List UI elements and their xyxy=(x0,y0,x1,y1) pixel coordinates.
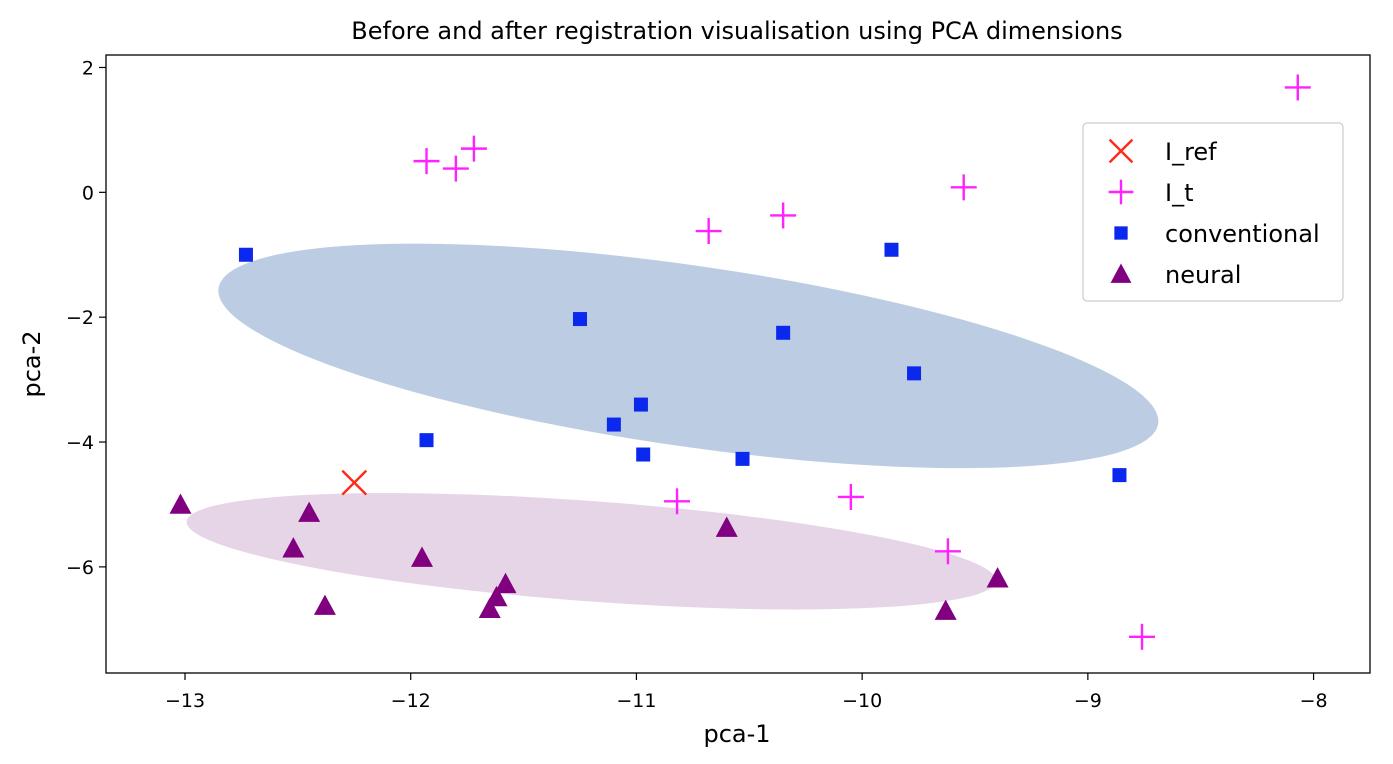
legend-label-i-t: I_t xyxy=(1165,179,1194,207)
point-conventional-0 xyxy=(238,247,253,262)
point-conventional-6 xyxy=(606,417,621,432)
point-i-t-0 xyxy=(413,148,440,175)
point-conventional-1 xyxy=(573,312,587,327)
x-axis-ticks: −13 −12 −11 −10 −9 −8 xyxy=(165,673,1328,712)
y-tick-label: 0 xyxy=(82,182,94,204)
legend-marker-i-ref xyxy=(1108,138,1134,164)
legend: I_ref I_t conventional neural xyxy=(1082,122,1344,302)
markers-layer xyxy=(169,74,1311,650)
point-conventional-2 xyxy=(776,325,791,340)
point-conventional-7 xyxy=(633,397,648,412)
ellipses-layer xyxy=(186,243,1159,610)
plot-area-content xyxy=(169,74,1311,650)
x-tick-label: −9 xyxy=(1074,690,1102,712)
point-neural-9 xyxy=(934,599,957,620)
point-i-t-5 xyxy=(950,174,977,201)
point-neural-8 xyxy=(715,516,738,537)
point-neural-1 xyxy=(282,537,305,558)
point-i-ref-0 xyxy=(341,469,368,496)
y-tick-label: 2 xyxy=(82,57,94,79)
x-tick-label: −8 xyxy=(1300,690,1328,712)
x-tick-label: −13 xyxy=(165,690,205,712)
legend-marker-conventional xyxy=(1114,226,1128,240)
point-conventional-5 xyxy=(419,433,434,448)
point-i-t-1 xyxy=(442,155,469,182)
chart-title: Before and after registration visualisat… xyxy=(351,17,1122,45)
ellipse-neural xyxy=(186,493,996,610)
point-neural-4 xyxy=(411,546,433,567)
y-tick-label: −4 xyxy=(66,432,94,454)
point-neural-3 xyxy=(313,594,336,615)
point-conventional-4 xyxy=(907,366,922,381)
legend-marker-neural xyxy=(1110,263,1132,283)
x-tick-label: −11 xyxy=(616,690,656,712)
point-i-t-7 xyxy=(664,488,691,515)
point-i-t-8 xyxy=(837,483,864,510)
point-conventional-3 xyxy=(884,242,899,257)
x-tick-label: −12 xyxy=(391,690,431,712)
plot-frame xyxy=(105,54,1371,674)
legend-label-neural: neural xyxy=(1165,261,1241,289)
ellipse-conventional xyxy=(218,243,1159,469)
x-axis-label: pca-1 xyxy=(703,720,770,748)
point-i-t-3 xyxy=(695,218,722,245)
legend-label-i-ref: I_ref xyxy=(1165,138,1217,166)
point-neural-0 xyxy=(169,493,192,514)
point-i-t-4 xyxy=(770,202,797,229)
point-neural-2 xyxy=(298,501,321,522)
point-conventional-8 xyxy=(636,447,651,462)
y-axis-ticks: 2 0 −2 −4 −6 xyxy=(66,57,106,579)
x-tick-label: −10 xyxy=(842,690,882,712)
legend-box xyxy=(1082,122,1344,302)
y-tick-label: −2 xyxy=(66,307,94,329)
legend-marker-i-t xyxy=(1108,179,1134,205)
y-axis-label: pca-2 xyxy=(18,330,46,397)
point-i-t-9 xyxy=(934,538,961,565)
point-i-t-10 xyxy=(1129,623,1156,650)
point-conventional-10 xyxy=(1112,468,1127,483)
point-neural-6 xyxy=(485,585,508,607)
legend-label-conventional: conventional xyxy=(1165,220,1320,248)
point-i-t-2 xyxy=(460,135,487,162)
point-conventional-9 xyxy=(735,451,750,466)
point-neural-7 xyxy=(494,572,517,594)
point-i-t-6 xyxy=(1284,74,1311,101)
point-neural-5 xyxy=(478,597,501,619)
y-tick-label: −6 xyxy=(66,557,94,579)
point-neural-10 xyxy=(986,567,1009,588)
